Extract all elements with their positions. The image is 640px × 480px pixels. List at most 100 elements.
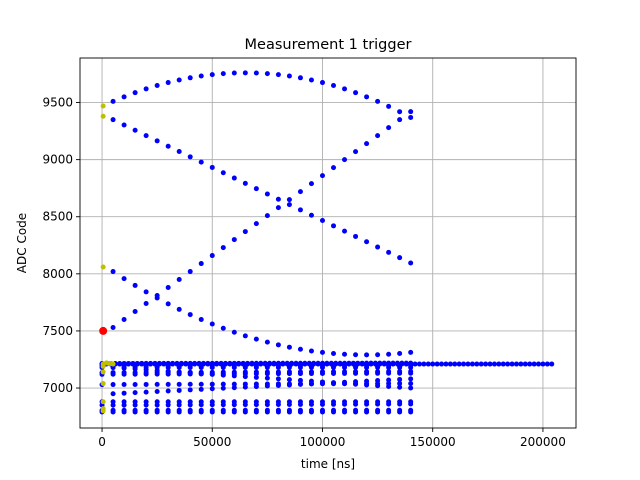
data-point — [531, 361, 537, 367]
data-point — [408, 114, 414, 120]
data-point — [375, 98, 381, 104]
data-point — [139, 360, 145, 366]
data-point — [381, 360, 387, 366]
data-point — [331, 401, 337, 407]
data-point — [126, 360, 131, 366]
data-point — [110, 409, 116, 415]
data-point — [456, 361, 462, 367]
data-point — [346, 360, 352, 366]
data-point — [408, 109, 414, 115]
data-point — [342, 379, 348, 385]
data-point — [364, 364, 370, 370]
data-point — [397, 376, 403, 382]
data-point — [286, 371, 292, 377]
data-point — [342, 157, 348, 163]
data-points — [99, 70, 555, 415]
data-point — [183, 360, 189, 366]
data-point — [231, 364, 237, 370]
data-point — [397, 364, 403, 370]
data-point — [275, 376, 281, 382]
data-point — [99, 326, 108, 335]
data-point — [421, 361, 427, 367]
data-point — [242, 402, 248, 408]
data-point — [319, 401, 325, 407]
data-point — [220, 381, 226, 387]
data-point — [253, 70, 259, 76]
data-point — [408, 401, 414, 407]
data-point — [319, 218, 325, 224]
data-point — [375, 401, 381, 407]
data-point — [187, 381, 193, 387]
data-point — [132, 282, 138, 288]
data-point — [319, 380, 325, 386]
data-point — [536, 361, 542, 367]
data-point — [319, 371, 325, 377]
data-point — [253, 374, 259, 380]
data-point — [403, 360, 409, 366]
data-point — [319, 80, 325, 86]
data-point — [209, 72, 215, 78]
grid-layer — [80, 58, 576, 428]
data-point — [220, 71, 226, 77]
data-point — [100, 369, 106, 375]
data-point — [465, 361, 471, 367]
data-point — [209, 381, 215, 387]
data-point — [143, 301, 149, 307]
data-point — [198, 364, 204, 370]
data-point — [209, 386, 215, 392]
data-point — [386, 401, 392, 407]
y-tick-label: 9000 — [42, 153, 73, 167]
data-point — [253, 384, 259, 390]
data-point — [242, 70, 248, 76]
data-point — [331, 351, 337, 356]
data-point — [275, 72, 281, 78]
plot-frame — [79, 57, 577, 429]
y-axis-label: ADC Code — [15, 213, 29, 273]
data-point — [209, 364, 215, 370]
data-point — [353, 233, 359, 239]
data-point — [249, 360, 255, 366]
data-point — [416, 361, 422, 367]
data-point — [209, 253, 215, 259]
data-point — [100, 399, 106, 405]
data-point — [496, 361, 502, 367]
data-point — [331, 364, 337, 370]
data-point — [132, 381, 138, 387]
data-point — [121, 365, 127, 371]
data-point — [132, 127, 138, 133]
data-point — [408, 409, 414, 415]
data-point — [474, 361, 480, 367]
data-point — [242, 333, 248, 339]
data-point — [165, 301, 171, 307]
data-point — [187, 75, 193, 81]
data-point — [375, 370, 381, 376]
data-point — [518, 361, 524, 367]
data-point — [505, 361, 511, 367]
data-point — [308, 364, 314, 370]
data-point — [337, 360, 343, 366]
data-point — [461, 361, 467, 367]
axis-ticks: 0 50000 100000 150000 200000 7000 7500 8000 8500… — [42, 96, 565, 449]
data-point — [100, 363, 106, 369]
data-point — [176, 381, 182, 387]
data-point — [443, 361, 449, 367]
data-point — [198, 316, 204, 322]
data-point — [132, 309, 138, 315]
data-point — [253, 364, 259, 370]
data-point — [198, 73, 204, 79]
data-point — [209, 409, 215, 415]
data-point — [161, 360, 167, 366]
data-point — [121, 382, 127, 388]
data-point — [527, 361, 533, 367]
data-point — [132, 409, 138, 415]
data-point — [364, 378, 370, 384]
data-point — [253, 409, 259, 415]
data-point — [143, 289, 149, 295]
data-point — [227, 360, 233, 366]
data-point — [258, 360, 264, 366]
data-point — [286, 73, 292, 79]
data-point — [198, 386, 204, 392]
data-point — [375, 133, 381, 139]
data-point — [121, 276, 127, 282]
data-point — [509, 361, 515, 367]
